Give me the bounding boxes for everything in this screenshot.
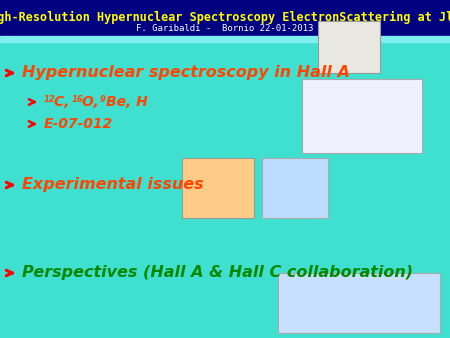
Bar (278, 273, 440, 333)
Text: 9: 9 (100, 95, 106, 103)
Bar (262, 158, 328, 218)
Text: Perspectives (Hall A & Hall C collaboration): Perspectives (Hall A & Hall C collaborat… (22, 266, 413, 281)
Text: 16: 16 (72, 95, 84, 103)
Bar (0, 36, 450, 42)
Text: High-Resolution Hypernuclear Spectroscopy ElectronScattering at Jlab: High-Resolution Hypernuclear Spectroscop… (0, 11, 450, 24)
Text: 12: 12 (44, 95, 56, 103)
Text: F. Garibaldi -  Bornio 22-01-2013: F. Garibaldi - Bornio 22-01-2013 (136, 24, 314, 33)
Bar (302, 79, 422, 153)
Bar (318, 21, 380, 73)
Text: Hypernuclear spectroscopy in Hall A: Hypernuclear spectroscopy in Hall A (22, 66, 350, 80)
Text: C,: C, (54, 95, 74, 109)
Text: E-07-012: E-07-012 (44, 117, 113, 131)
Text: O,: O, (82, 95, 104, 109)
Bar (0, 0, 450, 36)
Text: Experimental issues: Experimental issues (22, 177, 203, 193)
Bar (182, 158, 254, 218)
Text: Be, H: Be, H (106, 95, 148, 109)
